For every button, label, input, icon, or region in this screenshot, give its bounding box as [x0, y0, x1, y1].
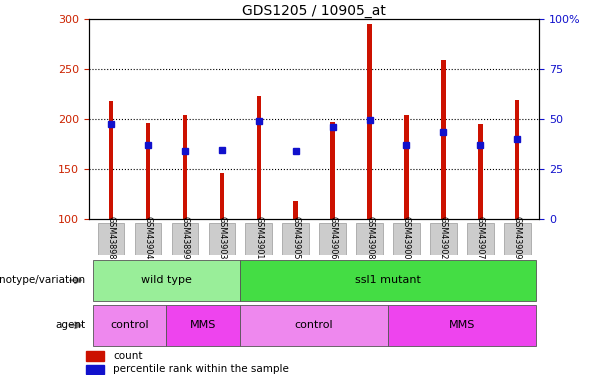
Text: control: control	[295, 320, 333, 330]
Text: agent: agent	[56, 320, 86, 330]
Text: GSM43899: GSM43899	[180, 216, 189, 260]
Text: percentile rank within the sample: percentile rank within the sample	[113, 364, 289, 374]
Text: GSM43900: GSM43900	[402, 216, 411, 260]
Bar	[515, 100, 519, 219]
Text: GSM43909: GSM43909	[513, 216, 522, 260]
FancyBboxPatch shape	[283, 223, 309, 255]
FancyBboxPatch shape	[467, 223, 493, 255]
FancyBboxPatch shape	[356, 223, 383, 255]
FancyBboxPatch shape	[245, 223, 272, 255]
Title: GDS1205 / 10905_at: GDS1205 / 10905_at	[242, 4, 386, 18]
Text: MMS: MMS	[449, 320, 475, 330]
FancyBboxPatch shape	[240, 304, 388, 346]
FancyBboxPatch shape	[167, 304, 240, 346]
Text: GSM43907: GSM43907	[476, 216, 485, 260]
Text: wild type: wild type	[141, 275, 192, 285]
FancyBboxPatch shape	[430, 223, 457, 255]
Text: MMS: MMS	[190, 320, 216, 330]
Text: GSM43905: GSM43905	[291, 216, 300, 260]
Text: count: count	[113, 351, 143, 361]
Bar	[330, 122, 335, 219]
Bar	[146, 123, 150, 219]
Text: control: control	[110, 320, 149, 330]
Text: GSM43906: GSM43906	[328, 216, 337, 260]
Bar	[405, 115, 409, 219]
FancyBboxPatch shape	[388, 304, 536, 346]
Bar	[219, 173, 224, 219]
FancyBboxPatch shape	[393, 223, 420, 255]
Text: GSM43901: GSM43901	[254, 216, 263, 260]
Bar	[183, 115, 187, 219]
FancyBboxPatch shape	[504, 223, 531, 255]
FancyBboxPatch shape	[135, 223, 161, 255]
Text: GSM43908: GSM43908	[365, 216, 374, 260]
Bar	[294, 201, 298, 219]
Text: ssl1 mutant: ssl1 mutant	[355, 275, 421, 285]
Bar	[367, 24, 371, 219]
Bar	[86, 364, 104, 374]
FancyBboxPatch shape	[319, 223, 346, 255]
Text: GSM43902: GSM43902	[439, 216, 448, 260]
FancyBboxPatch shape	[208, 223, 235, 255]
Text: genotype/variation: genotype/variation	[0, 275, 86, 285]
FancyBboxPatch shape	[93, 304, 167, 346]
FancyBboxPatch shape	[172, 223, 198, 255]
FancyBboxPatch shape	[240, 260, 536, 301]
FancyBboxPatch shape	[97, 223, 124, 255]
Bar	[86, 351, 104, 361]
Bar	[478, 124, 482, 219]
Bar	[109, 101, 113, 219]
Bar	[441, 60, 446, 219]
Text: GSM43904: GSM43904	[143, 216, 153, 260]
Bar	[257, 96, 261, 219]
Text: GSM43898: GSM43898	[107, 216, 115, 260]
Text: GSM43903: GSM43903	[218, 216, 226, 260]
FancyBboxPatch shape	[93, 260, 240, 301]
